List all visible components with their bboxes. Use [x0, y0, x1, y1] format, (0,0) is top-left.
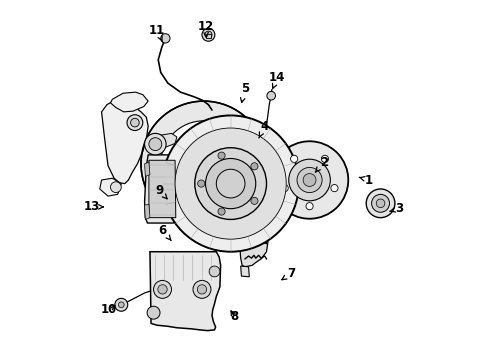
Circle shape [267, 91, 275, 100]
Text: 11: 11 [149, 24, 165, 42]
Polygon shape [149, 160, 176, 218]
Circle shape [195, 148, 267, 220]
Polygon shape [145, 204, 150, 220]
Circle shape [127, 115, 143, 131]
Polygon shape [150, 252, 220, 330]
Text: 7: 7 [282, 267, 295, 280]
Circle shape [147, 306, 160, 319]
Circle shape [260, 139, 268, 146]
Polygon shape [145, 162, 150, 176]
Circle shape [331, 185, 338, 192]
Circle shape [271, 141, 348, 219]
Polygon shape [163, 36, 169, 41]
Circle shape [119, 302, 124, 308]
Circle shape [111, 182, 122, 193]
Circle shape [149, 138, 162, 150]
Circle shape [209, 266, 220, 277]
Circle shape [321, 155, 328, 162]
Text: 14: 14 [269, 71, 286, 88]
Text: 6: 6 [158, 224, 171, 240]
Circle shape [371, 194, 390, 212]
Circle shape [158, 285, 167, 294]
Circle shape [193, 280, 211, 298]
Circle shape [175, 128, 286, 239]
Circle shape [297, 167, 322, 193]
Circle shape [291, 155, 298, 162]
Circle shape [251, 163, 258, 170]
Circle shape [205, 31, 212, 39]
Text: 9: 9 [155, 184, 167, 199]
Circle shape [218, 152, 225, 159]
Text: 1: 1 [359, 174, 373, 186]
Circle shape [216, 169, 245, 198]
Circle shape [218, 208, 225, 215]
Polygon shape [240, 230, 269, 267]
Circle shape [306, 203, 313, 210]
Polygon shape [152, 134, 177, 149]
Polygon shape [258, 230, 267, 244]
Circle shape [190, 150, 218, 177]
Polygon shape [261, 139, 267, 145]
Circle shape [366, 189, 395, 218]
Circle shape [153, 280, 172, 298]
Circle shape [251, 197, 258, 204]
Circle shape [205, 158, 256, 209]
Circle shape [161, 121, 247, 207]
Circle shape [303, 174, 316, 186]
Text: 5: 5 [241, 82, 249, 103]
Circle shape [376, 199, 385, 208]
Circle shape [197, 180, 205, 187]
Circle shape [115, 298, 128, 311]
Circle shape [180, 140, 227, 187]
Circle shape [281, 185, 288, 192]
Polygon shape [111, 92, 148, 112]
Circle shape [197, 285, 207, 294]
Polygon shape [241, 266, 249, 277]
Polygon shape [205, 34, 211, 39]
Circle shape [163, 116, 299, 252]
Text: 3: 3 [390, 202, 403, 215]
Circle shape [289, 159, 330, 201]
Circle shape [202, 28, 215, 41]
Text: 12: 12 [197, 20, 214, 37]
Polygon shape [101, 97, 148, 184]
Circle shape [141, 101, 267, 226]
Polygon shape [145, 155, 180, 223]
Circle shape [161, 34, 170, 43]
Text: 2: 2 [315, 156, 328, 172]
Text: 8: 8 [230, 310, 238, 323]
Text: 4: 4 [259, 120, 269, 138]
Text: 10: 10 [100, 303, 117, 316]
Polygon shape [100, 178, 122, 196]
Circle shape [145, 134, 166, 155]
Text: 13: 13 [83, 201, 103, 213]
Circle shape [131, 118, 139, 127]
